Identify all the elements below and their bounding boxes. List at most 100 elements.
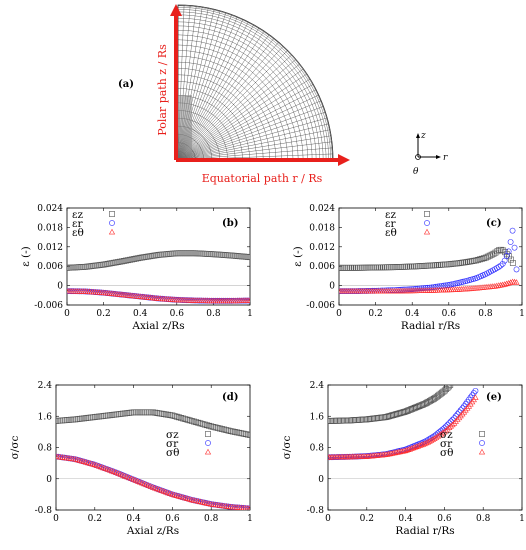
data-point bbox=[339, 287, 343, 294]
x-tick-label: 0.2 bbox=[360, 514, 374, 524]
x-tick-label: 0.4 bbox=[133, 309, 148, 319]
data-point bbox=[422, 285, 429, 291]
legend-marker bbox=[205, 440, 211, 446]
data-point bbox=[387, 287, 394, 294]
legend-entry-label: εr bbox=[72, 218, 83, 230]
data-point bbox=[173, 413, 180, 420]
x-tick-label: 0 bbox=[64, 309, 70, 319]
data-point bbox=[139, 254, 146, 261]
data-point bbox=[221, 426, 228, 433]
data-point bbox=[147, 253, 154, 260]
data-point bbox=[180, 415, 187, 422]
data-point bbox=[135, 255, 142, 262]
data-point bbox=[428, 434, 435, 441]
data-point bbox=[469, 258, 476, 264]
data-point bbox=[119, 258, 125, 265]
data-point bbox=[426, 262, 433, 269]
data-point bbox=[206, 422, 212, 429]
x-axis-label: Radial r/Rs bbox=[401, 320, 460, 332]
data-point bbox=[67, 287, 71, 294]
y-tick-label: 0.024 bbox=[309, 204, 335, 214]
y-tick-label: -0.006 bbox=[34, 301, 63, 311]
legend-marker bbox=[109, 211, 115, 217]
data-point bbox=[473, 257, 480, 264]
data-point bbox=[349, 264, 356, 271]
data-point bbox=[411, 263, 418, 270]
data-point bbox=[163, 251, 170, 258]
x-tick-label: 0.8 bbox=[206, 309, 221, 319]
data-point bbox=[505, 279, 512, 286]
data-point bbox=[341, 264, 348, 271]
data-point bbox=[165, 251, 172, 257]
legend-marker bbox=[204, 448, 212, 455]
data-point bbox=[426, 284, 433, 291]
data-point bbox=[80, 264, 87, 270]
data-point bbox=[380, 264, 387, 271]
data-point bbox=[227, 428, 234, 434]
data-point bbox=[407, 263, 414, 270]
data-point bbox=[448, 261, 454, 267]
data-point bbox=[121, 258, 127, 264]
panel-label: (b) bbox=[222, 218, 238, 229]
data-point bbox=[68, 264, 74, 271]
polar-path-arrowhead bbox=[170, 4, 182, 16]
mesh-dense-region bbox=[178, 95, 192, 160]
axis-glyph-z: z bbox=[420, 131, 426, 141]
data-point bbox=[222, 252, 229, 258]
data-point bbox=[177, 250, 184, 257]
data-point bbox=[167, 250, 174, 257]
data-point bbox=[493, 265, 500, 272]
data-point bbox=[475, 256, 481, 263]
data-point bbox=[355, 264, 362, 271]
data-point bbox=[226, 252, 233, 259]
data-point bbox=[440, 261, 447, 268]
data-point bbox=[451, 260, 458, 267]
data-point bbox=[508, 256, 514, 263]
x-tick-label: 0.6 bbox=[165, 514, 180, 524]
data-point bbox=[220, 252, 227, 258]
data-point bbox=[384, 264, 391, 271]
data-point bbox=[223, 427, 230, 433]
legend-entry-label: εθ bbox=[385, 227, 397, 239]
data-point bbox=[386, 264, 393, 271]
data-point bbox=[353, 264, 360, 271]
legend-entry-label: σr bbox=[440, 438, 453, 450]
data-point bbox=[224, 252, 231, 259]
data-point bbox=[409, 263, 416, 270]
x-tick-label: 0 bbox=[336, 309, 342, 319]
data-point bbox=[186, 417, 193, 424]
data-point bbox=[154, 410, 161, 416]
panel-a-mesh-diagram: Polar path z / Rs Equatorial path r / Rs… bbox=[118, 4, 448, 185]
data-point bbox=[491, 266, 498, 273]
data-point bbox=[219, 426, 225, 432]
data-point bbox=[430, 284, 437, 290]
data-point bbox=[467, 258, 474, 265]
data-point bbox=[173, 250, 180, 257]
x-tick-label: 0.6 bbox=[442, 309, 457, 319]
data-point bbox=[169, 250, 176, 257]
data-point bbox=[472, 387, 479, 394]
x-tick-label: 0.2 bbox=[368, 309, 382, 319]
data-point bbox=[236, 429, 243, 436]
legend-entry-label: σz bbox=[440, 429, 453, 441]
data-point bbox=[484, 253, 491, 260]
data-point bbox=[367, 264, 373, 271]
y-tick-label: 0.012 bbox=[37, 243, 63, 253]
data-point bbox=[188, 418, 195, 424]
x-tick-label: 0.4 bbox=[398, 514, 413, 524]
data-point bbox=[432, 283, 439, 290]
data-point bbox=[184, 416, 191, 423]
x-tick-label: 1 bbox=[247, 514, 253, 524]
data-point bbox=[238, 253, 245, 260]
mesh-grid bbox=[177, 4, 334, 161]
legend-marker bbox=[424, 220, 430, 226]
data-point bbox=[194, 250, 201, 257]
data-point bbox=[497, 262, 504, 269]
x-axis-label: Radial r/Rs bbox=[395, 525, 454, 537]
data-point bbox=[218, 251, 225, 258]
y-tick-label: 2.4 bbox=[310, 381, 325, 391]
data-point bbox=[246, 297, 250, 303]
data-point bbox=[190, 250, 196, 257]
